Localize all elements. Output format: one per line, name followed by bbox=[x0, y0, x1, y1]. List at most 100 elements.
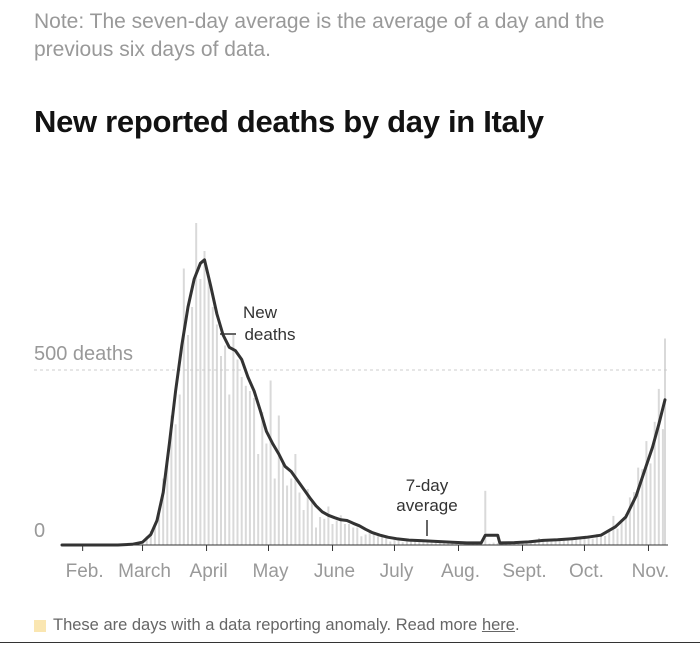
daily-bar bbox=[203, 251, 206, 545]
daily-bar bbox=[426, 541, 429, 545]
daily-bar bbox=[261, 412, 264, 545]
daily-bar bbox=[571, 538, 574, 545]
x-tick-label: Oct. bbox=[569, 561, 604, 582]
y-zero-label: 0 bbox=[34, 520, 45, 542]
chart-title: New reported deaths by day in Italy bbox=[34, 104, 544, 139]
daily-bar bbox=[616, 528, 619, 545]
daily-bar bbox=[393, 538, 396, 545]
seven-day-average-label: 7-day bbox=[406, 476, 449, 495]
daily-bar bbox=[306, 489, 309, 545]
x-tick-label: March bbox=[118, 561, 171, 582]
daily-bar bbox=[298, 492, 301, 545]
x-tick-label: July bbox=[380, 561, 414, 582]
footer-period: . bbox=[514, 616, 520, 634]
daily-bar bbox=[566, 538, 569, 545]
daily-bar bbox=[323, 518, 326, 546]
daily-bar bbox=[583, 536, 586, 545]
anomaly-swatch bbox=[34, 619, 46, 632]
daily-bar bbox=[661, 429, 664, 545]
daily-bar bbox=[484, 490, 487, 546]
daily-bar bbox=[244, 385, 247, 546]
daily-bar bbox=[352, 527, 355, 545]
daily-bar bbox=[141, 542, 144, 545]
daily-bar bbox=[641, 469, 644, 545]
daily-bar bbox=[153, 527, 156, 545]
daily-bar bbox=[178, 394, 181, 545]
new-deaths-label: New bbox=[243, 303, 278, 322]
daily-bar bbox=[595, 534, 598, 545]
daily-bar bbox=[389, 541, 392, 545]
daily-bar bbox=[215, 324, 218, 545]
daily-bar bbox=[319, 517, 322, 545]
daily-bar bbox=[372, 534, 375, 545]
x-tick-label: April bbox=[190, 561, 228, 582]
daily-bar bbox=[220, 356, 222, 545]
daily-bar bbox=[443, 543, 445, 546]
daily-bar bbox=[562, 540, 565, 545]
daily-bar bbox=[170, 415, 173, 545]
daily-bar bbox=[401, 542, 404, 545]
daily-bar bbox=[550, 539, 553, 546]
daily-bar bbox=[397, 539, 400, 546]
daily-bar bbox=[348, 524, 350, 545]
daily-bar bbox=[282, 461, 284, 545]
daily-bar bbox=[277, 415, 280, 545]
daily-bar bbox=[434, 541, 437, 545]
daily-bar bbox=[315, 527, 317, 545]
x-tick-label: Aug. bbox=[441, 561, 480, 582]
daily-bars bbox=[123, 223, 666, 546]
bottom-rule bbox=[0, 642, 700, 643]
daily-bar bbox=[579, 539, 582, 545]
new-deaths-label: deaths bbox=[244, 325, 295, 344]
daily-bar bbox=[664, 338, 666, 545]
daily-bar bbox=[657, 388, 660, 545]
daily-bar bbox=[546, 539, 549, 546]
daily-bar bbox=[174, 424, 177, 546]
daily-bar bbox=[236, 359, 239, 545]
daily-bar bbox=[405, 539, 408, 546]
chart-note: Note: The seven-day average is the avera… bbox=[34, 10, 605, 61]
daily-bar bbox=[558, 538, 561, 545]
daily-bar bbox=[645, 441, 648, 545]
daily-bar bbox=[302, 510, 305, 545]
daily-bar bbox=[600, 535, 602, 545]
daily-bar bbox=[158, 510, 161, 545]
daily-bar bbox=[199, 279, 202, 545]
x-tick-label: May bbox=[253, 561, 289, 582]
daily-bar bbox=[269, 380, 272, 545]
daily-bar bbox=[451, 542, 454, 545]
seven-day-average-line bbox=[60, 258, 667, 547]
daily-bar bbox=[410, 540, 412, 545]
daily-bar bbox=[286, 485, 289, 545]
daily-bar bbox=[224, 345, 227, 545]
daily-bar bbox=[620, 519, 623, 545]
daily-bar bbox=[430, 542, 433, 545]
daily-bar bbox=[496, 542, 499, 545]
daily-bar bbox=[377, 536, 379, 546]
daily-bar bbox=[360, 536, 363, 546]
daily-bar bbox=[488, 543, 491, 545]
daily-bar bbox=[331, 524, 334, 545]
deaths-chart: 500 deaths 0 Feb. March April May June July Au… bbox=[34, 223, 669, 582]
daily-bar bbox=[228, 394, 231, 545]
daily-bar bbox=[364, 534, 367, 545]
x-tick-label: June bbox=[314, 561, 355, 582]
x-tick-label: Feb. bbox=[66, 561, 104, 582]
daily-bar bbox=[455, 542, 458, 545]
legend-footer: These are days with a data reporting ano… bbox=[34, 616, 520, 635]
daily-bar bbox=[604, 535, 607, 545]
daily-bar bbox=[166, 457, 169, 545]
daily-bar bbox=[542, 541, 545, 545]
daily-bar bbox=[628, 497, 631, 545]
daily-bar bbox=[633, 492, 635, 545]
daily-bar bbox=[385, 538, 388, 545]
daily-bar bbox=[257, 454, 260, 545]
y-gridline-label: 500 deaths bbox=[34, 343, 133, 365]
read-more-link[interactable]: here bbox=[481, 616, 515, 634]
daily-bar bbox=[253, 398, 256, 545]
daily-bar bbox=[459, 543, 462, 545]
daily-bar bbox=[612, 515, 615, 545]
daily-bar bbox=[265, 443, 268, 545]
daily-bar bbox=[211, 307, 214, 545]
